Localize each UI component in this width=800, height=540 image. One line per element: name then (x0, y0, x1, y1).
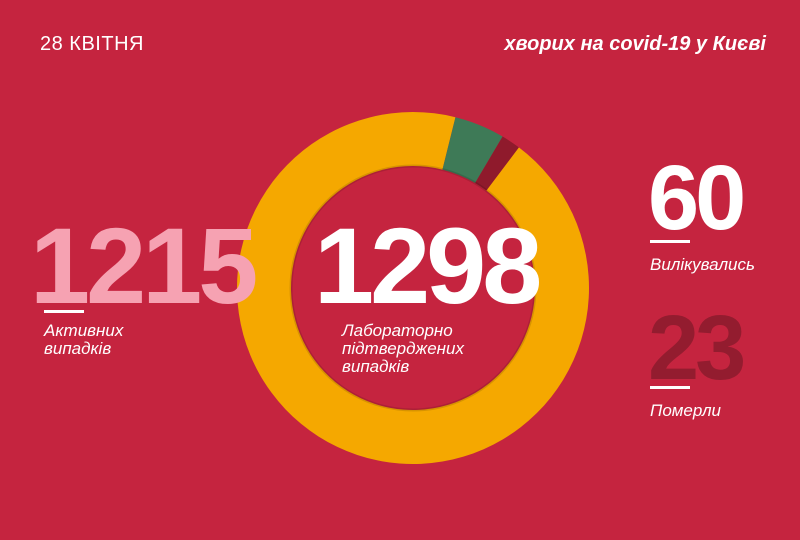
confirmed-label-1: Лабораторно (342, 321, 453, 340)
confirmed-label-2: підтверджених (342, 339, 464, 358)
active-cases-number: 1215 (30, 205, 258, 326)
deaths-number: 23 (648, 297, 746, 399)
donut-segment-recovered (442, 117, 503, 183)
date-label: 28 КВІТНЯ (40, 33, 144, 55)
recovered-rule (650, 240, 690, 243)
confirmed-label-3: випадків (342, 357, 410, 376)
active-cases-rule (44, 310, 84, 313)
page-title: хворих на covid-19 у Києві (504, 33, 766, 55)
recovered-label: Вилікувались (650, 255, 755, 274)
active-cases-label-1: Активних (44, 321, 124, 340)
donut-segment-deaths (475, 136, 519, 191)
active-cases-label-2: випадків (44, 339, 112, 358)
donut-segment-active (237, 111, 590, 464)
donut-inner-shadow (289, 164, 537, 412)
confirmed-cases-number: 1298 (314, 205, 542, 326)
confirmed-cases-rule (342, 310, 382, 313)
deaths-rule (650, 386, 690, 389)
deaths-label: Померли (650, 401, 722, 420)
recovered-number: 60 (648, 147, 746, 249)
